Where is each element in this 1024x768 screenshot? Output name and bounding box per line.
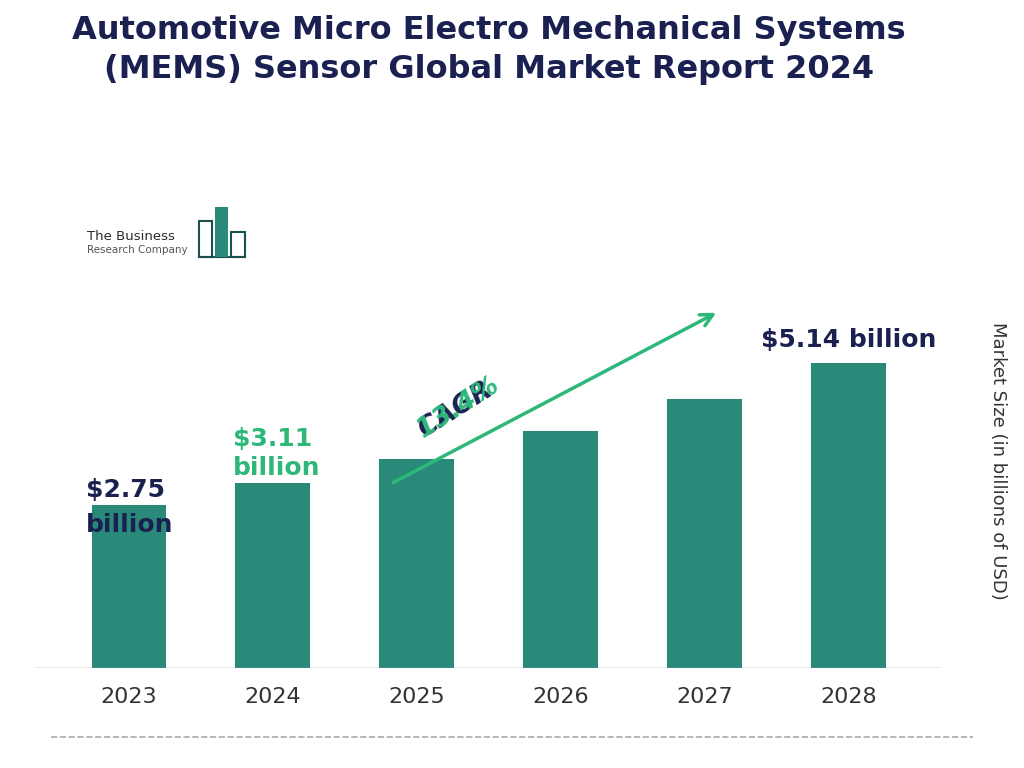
Text: CAGR: CAGR: [414, 372, 505, 443]
Bar: [379, 459, 454, 668]
Text: The Business: The Business: [87, 230, 175, 243]
Text: billion: billion: [232, 456, 321, 480]
Bar: [523, 431, 598, 668]
Text: Research Company: Research Company: [87, 246, 187, 256]
Bar: [667, 399, 741, 668]
Bar: [811, 362, 886, 668]
Text: 13.4%: 13.4%: [375, 372, 505, 468]
Title: Automotive Micro Electro Mechanical Systems
(MEMS) Sensor Global Market Report 2: Automotive Micro Electro Mechanical Syst…: [72, 15, 905, 85]
Text: $2.75: $2.75: [86, 478, 165, 502]
Text: $5.14 billion: $5.14 billion: [761, 328, 936, 352]
Text: Market Size (in billions of USD): Market Size (in billions of USD): [989, 322, 1008, 600]
Bar: [91, 505, 166, 668]
Text: billion: billion: [86, 513, 173, 538]
Bar: [236, 483, 310, 668]
Text: $3.11: $3.11: [232, 426, 312, 451]
